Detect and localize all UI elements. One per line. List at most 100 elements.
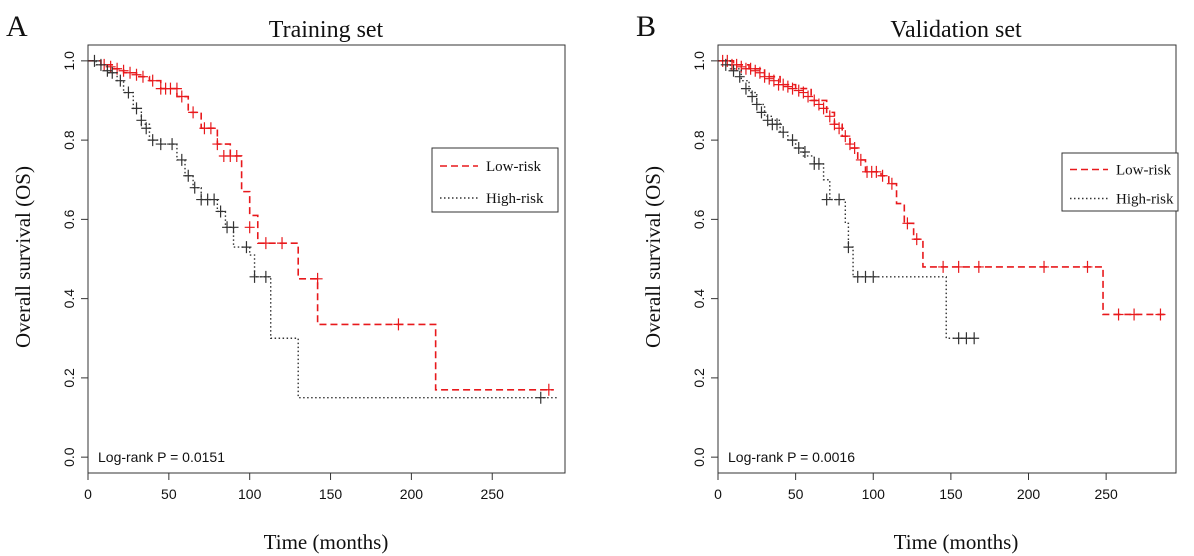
censor-mark-high-risk (728, 64, 739, 77)
censor-mark-low-risk (125, 66, 136, 79)
y-axis-label-b: Overall survival (OS) (641, 166, 665, 348)
censor-mark-high-risk (751, 98, 762, 111)
censor-mark-high-risk (102, 64, 113, 77)
y-tick-label: 0.0 (691, 447, 707, 467)
legend-label-high-risk: High-risk (486, 191, 544, 207)
censor-mark-low-risk (953, 260, 964, 273)
panel-label-b: B (636, 10, 656, 43)
censor-mark-high-risk (734, 70, 745, 83)
km-curve-low-risk (88, 60, 554, 391)
censor-mark-low-risk (902, 217, 913, 230)
censor-mark-high-risk (778, 126, 789, 139)
censor-mark-low-risk (1113, 308, 1124, 321)
censor-mark-low-risk (1155, 308, 1166, 321)
censor-mark-high-risk (249, 270, 260, 283)
x-tick-label: 50 (788, 486, 804, 502)
y-tick-label: 0.6 (61, 209, 77, 229)
x-axis-label-a: Time (months) (264, 530, 389, 554)
x-tick-label: 250 (1094, 486, 1118, 502)
censor-mark-high-risk (131, 102, 142, 115)
censor-mark-low-risk (147, 74, 158, 87)
censor-mark-high-risk (176, 153, 187, 166)
censor-mark-low-risk (824, 110, 835, 123)
censor-mark-high-risk (740, 82, 751, 95)
censor-mark-low-risk (911, 233, 922, 246)
censor-mark-high-risk (209, 193, 220, 206)
x-tick-label: 0 (714, 486, 722, 502)
censor-mark-low-risk (871, 165, 882, 178)
censor-mark-low-risk (834, 122, 845, 135)
censor-mark-low-risk (818, 102, 829, 115)
legend: Low-risk High-risk (431, 147, 559, 213)
censor-mark-low-risk (803, 90, 814, 103)
censor-mark-low-risk (393, 318, 404, 331)
censor-mark-high-risk (167, 138, 178, 151)
censor-mark-high-risk (215, 205, 226, 218)
censor-mark-low-risk (877, 169, 888, 182)
censor-mark-low-risk (793, 84, 804, 97)
censor-mark-high-risk (136, 114, 147, 127)
censor-mark-high-risk (228, 221, 239, 234)
x-axis-label-b: Time (months) (894, 530, 1019, 554)
censor-mark-low-risk (782, 80, 793, 93)
y-tick-label: 0.4 (691, 289, 707, 309)
censor-mark-low-risk (840, 130, 851, 143)
censor-mark-high-risk (95, 58, 106, 71)
censor-mark-low-risk (745, 62, 756, 75)
censor-mark-low-risk (244, 221, 255, 234)
y-tick-label: 0.6 (691, 209, 707, 229)
censor-mark-high-risk (115, 74, 126, 87)
logrank-annotation-b: Log-rank P = 0.0016 (728, 449, 855, 465)
censor-mark-high-risk (189, 181, 200, 194)
y-tick-label: 0.8 (691, 130, 707, 150)
censor-mark-low-risk (137, 70, 148, 83)
censor-mark-low-risk (131, 68, 142, 81)
y-tick-label: 0.4 (61, 289, 77, 309)
x-tick-label: 200 (400, 486, 424, 502)
x-tick-label: 200 (1017, 486, 1041, 502)
censor-mark-high-risk (787, 134, 798, 147)
plot-frame (717, 44, 1177, 474)
x-tick-label: 250 (481, 486, 505, 502)
logrank-annotation-a: Log-rank P = 0.0151 (98, 449, 225, 465)
censor-mark-high-risk (720, 58, 731, 71)
legend: Low-risk High-risk (1061, 152, 1179, 212)
censor-mark-high-risk (123, 86, 134, 99)
y-tick-label: 1.0 (691, 51, 707, 71)
x-tick-label: 50 (161, 486, 177, 502)
censor-mark-high-risk (141, 122, 152, 135)
plot-frame (87, 44, 566, 474)
censor-mark-low-risk (886, 177, 897, 190)
censor-mark-high-risk (813, 157, 824, 170)
censor-mark-high-risk (834, 193, 845, 206)
censor-mark-low-risk (973, 260, 984, 273)
x-tick-label: 150 (319, 486, 343, 502)
censor-mark-high-risk (747, 90, 758, 103)
censor-mark-high-risk (535, 391, 546, 404)
legend-label-high-risk: High-risk (1116, 192, 1174, 208)
censor-mark-low-risk (759, 70, 770, 83)
censor-mark-high-risk (756, 106, 767, 119)
censor-mark-low-risk (205, 122, 216, 135)
y-tick-label: 0.0 (61, 447, 77, 467)
censor-mark-high-risk (843, 241, 854, 254)
censor-mark-low-risk (855, 153, 866, 166)
censor-mark-high-risk (969, 332, 980, 345)
y-tick-label: 0.2 (691, 368, 707, 388)
x-tick-label: 100 (238, 486, 262, 502)
legend-label-low-risk: Low-risk (1116, 163, 1171, 179)
x-tick-label: 150 (939, 486, 963, 502)
censor-mark-high-risk (868, 270, 879, 283)
censor-mark-high-risk (155, 138, 166, 151)
censor-mark-low-risk (764, 72, 775, 85)
censor-mark-low-risk (778, 78, 789, 91)
censor-mark-low-risk (277, 237, 288, 250)
censor-mark-low-risk (1039, 260, 1050, 273)
legend-label-low-risk: Low-risk (486, 159, 541, 175)
x-tick-label: 100 (862, 486, 886, 502)
censor-mark-low-risk (1082, 260, 1093, 273)
legend-box (431, 147, 559, 213)
panel-label-a: A (6, 10, 28, 43)
censor-mark-low-risk (1129, 308, 1140, 321)
